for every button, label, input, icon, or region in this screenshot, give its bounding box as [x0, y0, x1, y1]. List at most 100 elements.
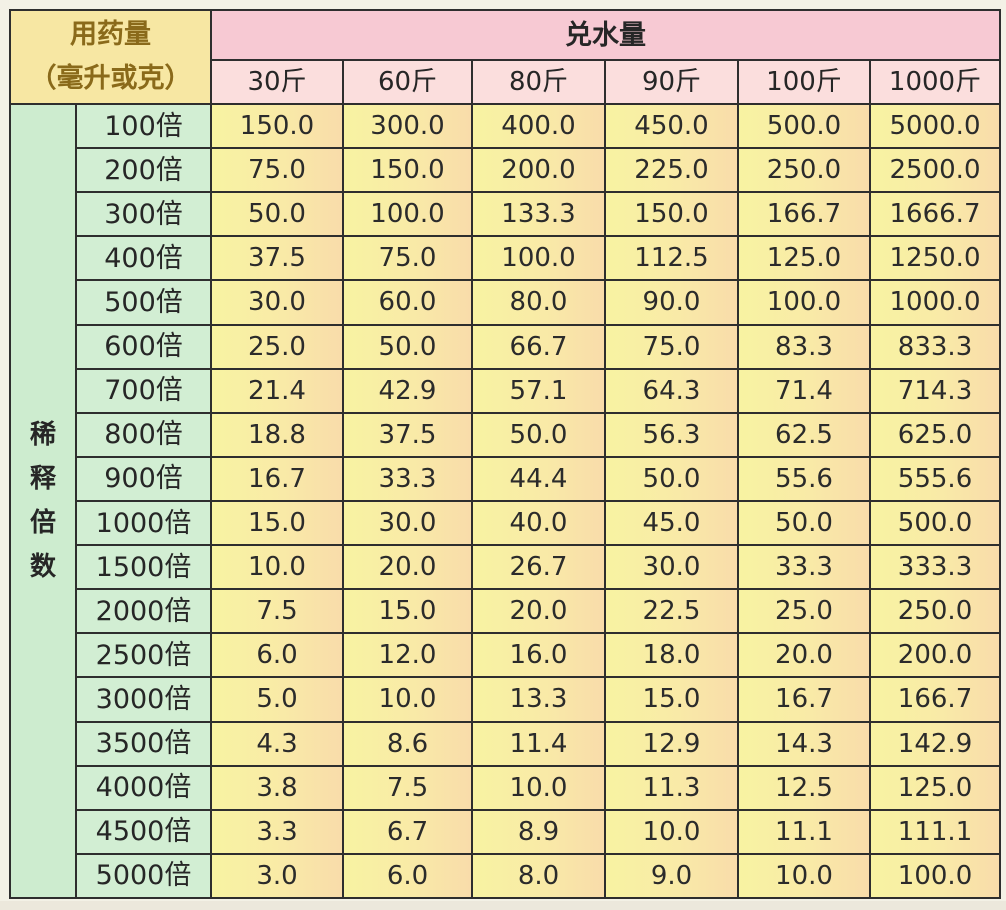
table-cell: 1000.0	[868, 279, 1002, 326]
row-header: 900倍	[75, 455, 212, 502]
table-cell: 16.7	[737, 676, 871, 723]
table-cell: 55.6	[737, 455, 871, 502]
table-cell: 75.0	[210, 147, 344, 194]
dilution-factor-char: 倍	[29, 508, 56, 538]
row-header: 3000倍	[75, 676, 212, 723]
table-cell: 25.0	[737, 588, 871, 635]
table-row: 3500倍 4.3 8.6 11.4 12.9 14.3 142.9	[10, 720, 1002, 767]
column-header: 80斤	[471, 59, 606, 105]
table-row: 4500倍 3.3 6.7 8.9 10.0 11.1 111.1	[10, 808, 1002, 855]
table-row: 700倍 21.4 42.9 57.1 64.3 71.4 714.3	[10, 367, 1002, 414]
table-cell: 250.0	[737, 147, 871, 194]
dosage-header-line2: （毫升或克）	[29, 63, 192, 94]
dilution-factor-char: 释	[29, 464, 56, 494]
table-cell: 40.0	[471, 499, 606, 547]
table-cell: 5000.0	[868, 102, 1002, 150]
table-cell: 6.0	[342, 852, 473, 900]
table-cell: 8.0	[471, 852, 606, 900]
table-row: 4000倍 3.8 7.5 10.0 11.3 12.5 125.0	[10, 764, 1002, 811]
table-cell: 250.0	[868, 588, 1002, 635]
table-cell: 150.0	[342, 147, 473, 194]
table-cell: 1250.0	[868, 235, 1002, 282]
row-header: 400倍	[75, 235, 212, 282]
table-row: 600倍 25.0 50.0 66.7 75.0 83.3 833.3	[10, 323, 1002, 370]
table-cell: 83.3	[737, 323, 871, 370]
table-cell: 26.7	[471, 544, 606, 591]
row-header: 600倍	[75, 323, 212, 370]
row-header: 300倍	[75, 191, 212, 238]
table-cell: 133.3	[471, 191, 606, 238]
dilution-factor-label: 稀释倍数	[9, 103, 77, 899]
water-amount-header: 兑水量	[209, 9, 1002, 61]
table-cell: 500.0	[868, 499, 1002, 547]
table-cell: 50.0	[604, 455, 739, 502]
row-header: 2000倍	[75, 588, 212, 635]
table-cell: 12.9	[604, 720, 739, 767]
table-row: 2500倍 6.0 12.0 16.0 18.0 20.0 200.0	[10, 632, 1002, 679]
table-cell: 18.0	[604, 632, 739, 679]
table-row: 200倍 75.0 150.0 200.0 225.0 250.0 2500.0	[10, 147, 1002, 194]
row-header: 2500倍	[75, 632, 212, 679]
row-header: 4500倍	[75, 808, 212, 855]
table-cell: 100.0	[868, 852, 1002, 900]
table-cell: 6.0	[210, 632, 344, 679]
table-cell: 33.3	[737, 544, 871, 591]
table-cell: 225.0	[604, 147, 739, 194]
table-cell: 10.0	[471, 764, 606, 811]
row-header: 500倍	[75, 279, 212, 326]
table-cell: 42.9	[342, 367, 473, 414]
table-cell: 112.5	[604, 235, 739, 282]
table-row: 5000倍 3.0 6.0 8.0 9.0 10.0 100.0	[10, 852, 1002, 900]
column-header: 100斤	[737, 59, 871, 105]
table-cell: 7.5	[342, 764, 473, 811]
table-cell: 3.8	[210, 764, 344, 811]
table-row: 2000倍 7.5 15.0 20.0 22.5 25.0 250.0	[10, 588, 1002, 635]
table-cell: 300.0	[342, 102, 473, 150]
table-cell: 11.4	[471, 720, 606, 767]
table-cell: 25.0	[210, 323, 344, 370]
table-cell: 20.0	[342, 544, 473, 591]
table-cell: 14.3	[737, 720, 871, 767]
column-header: 60斤	[342, 59, 473, 105]
row-header: 5000倍	[75, 852, 212, 900]
table-cell: 500.0	[737, 102, 871, 150]
table-cell: 33.3	[342, 455, 473, 502]
table-cell: 45.0	[604, 499, 739, 547]
table-cell: 10.0	[342, 676, 473, 723]
table-cell: 12.5	[737, 764, 871, 811]
table-cell: 166.7	[737, 191, 871, 238]
table-cell: 333.3	[868, 544, 1002, 591]
table-cell: 66.7	[471, 323, 606, 370]
table-cell: 75.0	[342, 235, 473, 282]
column-header: 30斤	[210, 59, 344, 105]
table-cell: 8.9	[471, 808, 606, 855]
table-cell: 80.0	[471, 279, 606, 326]
table-row: 800倍 18.8 37.5 50.0 56.3 62.5 625.0	[10, 411, 1002, 458]
table-row: 1500倍 10.0 20.0 26.7 30.0 33.3 333.3	[10, 544, 1002, 591]
table-cell: 7.5	[210, 588, 344, 635]
table-cell: 100.0	[737, 279, 871, 326]
table-cell: 15.0	[604, 676, 739, 723]
row-header: 100倍	[75, 102, 212, 150]
table-cell: 64.3	[604, 367, 739, 414]
table-cell: 50.0	[210, 191, 344, 238]
table-cell: 30.0	[604, 544, 739, 591]
table-cell: 150.0	[210, 102, 344, 150]
table-cell: 833.3	[868, 323, 1002, 370]
table-cell: 20.0	[471, 588, 606, 635]
table-cell: 21.4	[210, 367, 344, 414]
row-header: 1000倍	[75, 499, 212, 547]
table-cell: 22.5	[604, 588, 739, 635]
table-cell: 6.7	[342, 808, 473, 855]
table-body: 稀释倍数 100倍 150.0 300.0 400.0 450.0 500.0 5000.0 2…	[9, 102, 1002, 900]
column-header-row: 30斤 60斤 80斤 90斤 100斤 1000斤	[10, 59, 1002, 105]
table-cell: 75.0	[604, 323, 739, 370]
table-cell: 2500.0	[868, 147, 1002, 194]
dilution-table-container: 用药量 （毫升或克） 兑水量 30斤 60斤 80斤 90斤 100斤 1000斤 稀释倍…	[9, 9, 1002, 900]
table-cell: 100.0	[342, 191, 473, 238]
table-cell: 10.0	[604, 808, 739, 855]
table-cell: 18.8	[210, 411, 344, 458]
table-cell: 1666.7	[868, 191, 1002, 238]
table-cell: 50.0	[737, 499, 871, 547]
table-cell: 142.9	[868, 720, 1002, 767]
